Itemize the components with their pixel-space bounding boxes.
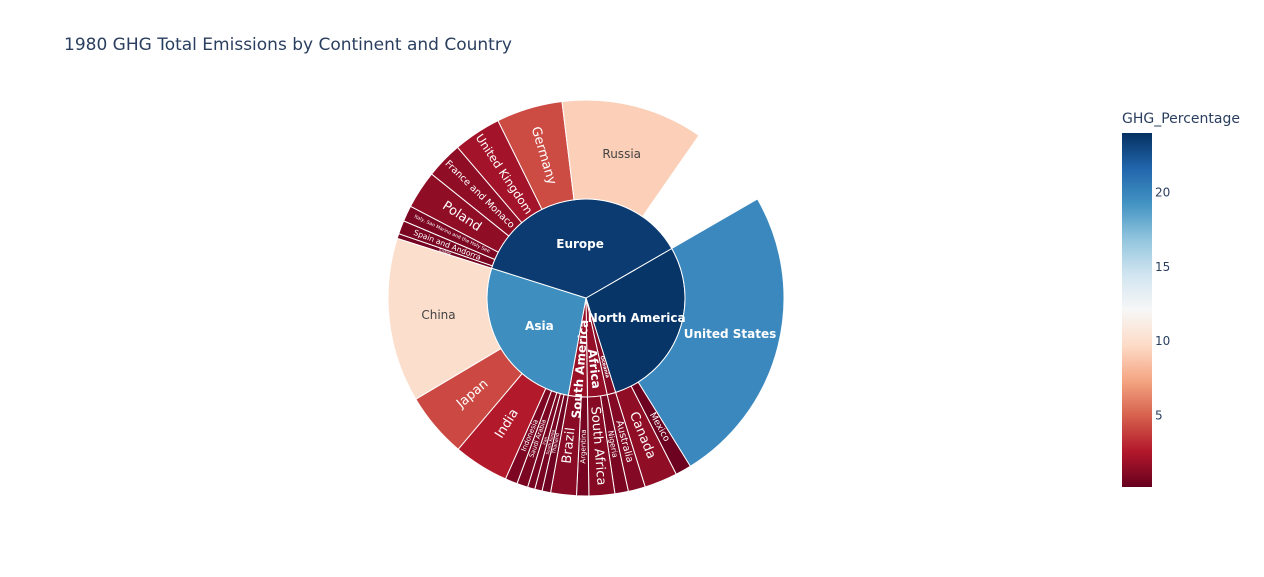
colorbar-tick-label: 15	[1155, 260, 1170, 274]
chart-title: 1980 GHG Total Emissions by Continent an…	[64, 35, 512, 55]
colorbar-tick-label: 20	[1155, 185, 1170, 199]
colorbar-tick-label: 5	[1155, 409, 1163, 423]
colorbar: GHG_Percentage 5 10 15 20	[1122, 111, 1240, 487]
country-segment-russia[interactable]	[561, 99, 700, 218]
country-segment-united-states[interactable]	[637, 198, 785, 467]
colorbar-gradient	[1122, 133, 1152, 487]
colorbar-title: GHG_Percentage	[1122, 111, 1240, 127]
colorbar-tick-label: 10	[1155, 334, 1170, 348]
